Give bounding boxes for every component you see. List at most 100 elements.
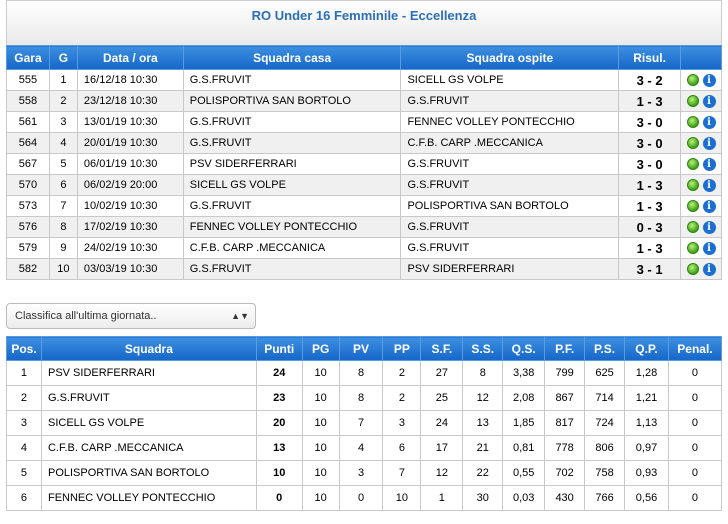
col-pf: P.F. xyxy=(544,336,586,361)
games-section: RO Under 16 Femminile - Eccellenza Gara … xyxy=(6,0,722,280)
played: 10 xyxy=(301,385,340,411)
game-day: 4 xyxy=(48,132,78,154)
penalty: 0 xyxy=(667,485,723,511)
points-ratio: 0,56 xyxy=(624,485,669,511)
col-ss: S.S. xyxy=(462,336,504,361)
status-green-dot-icon[interactable] xyxy=(686,221,699,233)
standings-select-value: Classifica all'ultima giornata.. xyxy=(15,310,157,322)
home-team: POLISPORTIVA SAN BORTOLO xyxy=(182,90,402,112)
game-actions: i xyxy=(680,237,722,259)
won: 3 xyxy=(338,460,384,486)
select-arrow-icon: ▲▼ xyxy=(231,311,249,321)
page-title: RO Under 16 Femminile - Eccellenza xyxy=(6,0,722,45)
standings-select[interactable]: Classifica all'ultima giornata.. ▲▼ xyxy=(6,303,256,329)
game-result: 1 - 3 xyxy=(618,174,681,196)
games-header-row: Gara G Data / ora Squadra casa Squadra o… xyxy=(6,45,722,70)
col-points: Punti xyxy=(255,336,303,361)
status-green-dot-icon[interactable] xyxy=(686,263,699,275)
status-green-dot-icon[interactable] xyxy=(686,74,699,86)
points: 13 xyxy=(255,435,303,461)
home-team: G.S.FRUVIT xyxy=(182,195,402,217)
game-date: 16/12/18 10:30 xyxy=(76,69,184,91)
points-ratio: 0,97 xyxy=(624,435,669,461)
game-day: 7 xyxy=(48,195,78,217)
away-team: POLISPORTIVA SAN BORTOLO xyxy=(400,195,620,217)
game-number: 564 xyxy=(6,132,50,154)
pos: 2 xyxy=(6,385,42,411)
away-team: G.S.FRUVIT xyxy=(400,174,620,196)
col-team: Squadra xyxy=(40,336,257,361)
points-against: 714 xyxy=(584,385,626,411)
standings-row: 5 POLISPORTIVA SAN BORTOLO 10 10 3 7 12 22 0,55 7… xyxy=(6,460,723,486)
sets-won: 1 xyxy=(420,485,464,511)
team-name: SICELL GS VOLPE xyxy=(40,410,257,436)
points: 20 xyxy=(255,410,303,436)
points: 0 xyxy=(255,485,303,511)
col-pv: PV xyxy=(338,336,384,361)
set-ratio: 3,38 xyxy=(502,360,546,386)
game-date: 06/02/19 20:00 xyxy=(76,174,184,196)
status-green-dot-icon[interactable] xyxy=(686,200,699,212)
status-green-dot-icon[interactable] xyxy=(686,95,699,107)
game-day: 2 xyxy=(48,90,78,112)
game-result: 3 - 0 xyxy=(618,132,681,154)
sets-lost: 22 xyxy=(462,460,504,486)
status-green-dot-icon[interactable] xyxy=(686,137,699,149)
set-ratio: 0,03 xyxy=(502,485,546,511)
status-green-dot-icon[interactable] xyxy=(686,242,699,254)
home-team: G.S.FRUVIT xyxy=(182,111,402,133)
info-icon[interactable]: i xyxy=(702,94,716,108)
points-against: 758 xyxy=(584,460,626,486)
status-green-dot-icon[interactable] xyxy=(686,116,699,128)
col-gara: Gara xyxy=(6,45,50,70)
game-date: 23/12/18 10:30 xyxy=(76,90,184,112)
col-pp: PP xyxy=(382,336,422,361)
game-day: 8 xyxy=(48,216,78,238)
points-for: 817 xyxy=(544,410,586,436)
game-day: 3 xyxy=(48,111,78,133)
game-number: 576 xyxy=(6,216,50,238)
game-number: 573 xyxy=(6,195,50,217)
game-row: 564 4 20/01/19 10:30 G.S.FRUVIT C.F.B. CARP … xyxy=(6,132,722,154)
team-name: FENNEC VOLLEY PONTECCHIO xyxy=(40,485,257,511)
col-penal: Penal. xyxy=(667,336,723,361)
col-pos: Pos. xyxy=(6,336,42,361)
game-date: 17/02/19 10:30 xyxy=(76,216,184,238)
game-actions: i xyxy=(680,111,722,133)
played: 10 xyxy=(301,410,340,436)
info-icon[interactable]: i xyxy=(702,115,716,129)
col-home: Squadra casa xyxy=(182,45,402,70)
game-actions: i xyxy=(680,132,722,154)
info-icon[interactable]: i xyxy=(702,262,716,276)
game-row: 561 3 13/01/19 10:30 G.S.FRUVIT FENNEC VOLLE… xyxy=(6,111,722,133)
pos: 6 xyxy=(6,485,42,511)
game-actions: i xyxy=(680,258,722,280)
info-icon[interactable]: i xyxy=(702,73,716,87)
game-row: 582 10 03/03/19 10:30 G.S.FRUVIT PSV SIDERFE… xyxy=(6,258,722,280)
standings-table: Pos. Squadra Punti PG PV PP S.F. S.S. Q.… xyxy=(6,336,723,511)
status-green-dot-icon[interactable] xyxy=(686,158,699,170)
sets-lost: 21 xyxy=(462,435,504,461)
info-icon[interactable]: i xyxy=(702,241,716,255)
info-icon[interactable]: i xyxy=(702,136,716,150)
game-date: 10/02/19 10:30 xyxy=(76,195,184,217)
info-icon[interactable]: i xyxy=(702,157,716,171)
game-row: 567 5 06/01/19 10:30 PSV SIDERFERRARI G.S.FR… xyxy=(6,153,722,175)
game-result: 1 - 3 xyxy=(618,90,681,112)
game-actions: i xyxy=(680,195,722,217)
lost: 2 xyxy=(382,385,422,411)
points-ratio: 1,21 xyxy=(624,385,669,411)
info-icon[interactable]: i xyxy=(702,178,716,192)
info-icon[interactable]: i xyxy=(702,220,716,234)
info-icon[interactable]: i xyxy=(702,199,716,213)
game-number: 561 xyxy=(6,111,50,133)
away-team: G.S.FRUVIT xyxy=(400,153,620,175)
points: 23 xyxy=(255,385,303,411)
set-ratio: 0,81 xyxy=(502,435,546,461)
home-team: G.S.FRUVIT xyxy=(182,69,402,91)
status-green-dot-icon[interactable] xyxy=(686,179,699,191)
game-number: 567 xyxy=(6,153,50,175)
set-ratio: 0,55 xyxy=(502,460,546,486)
played: 10 xyxy=(301,360,340,386)
home-team: G.S.FRUVIT xyxy=(182,258,402,280)
